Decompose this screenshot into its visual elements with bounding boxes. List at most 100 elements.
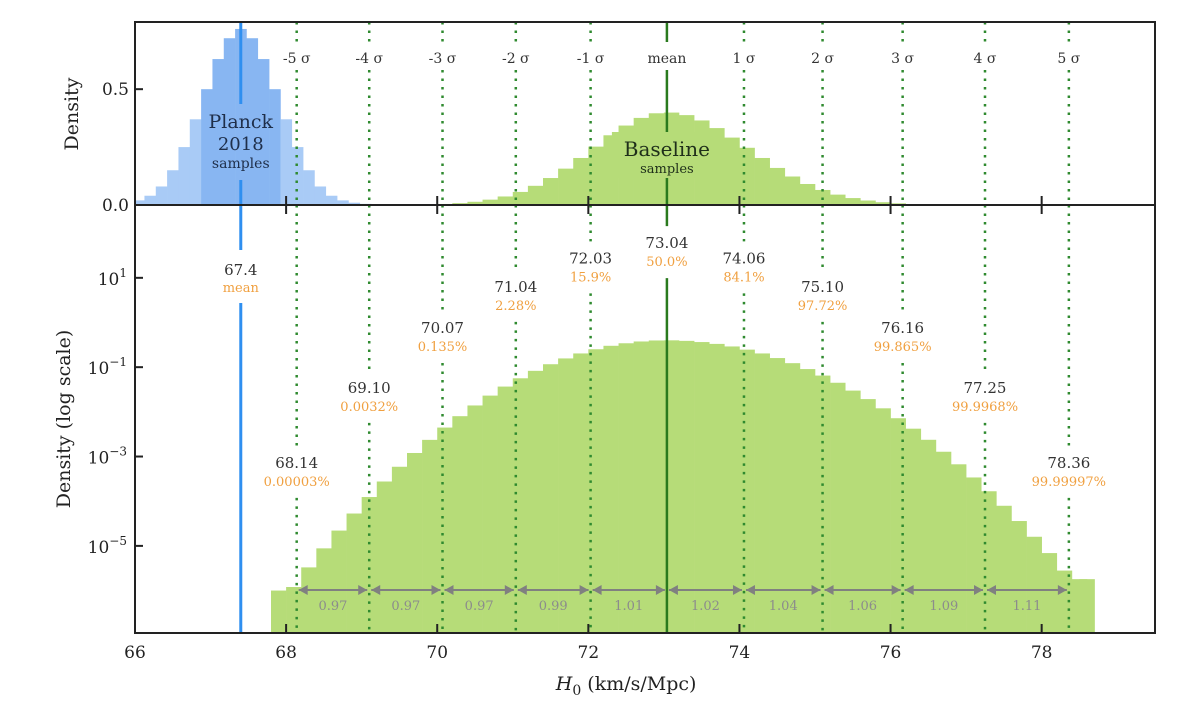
baseline-hist-bar [271,590,287,633]
baseline-hist-bar-top [799,183,816,205]
planck-hist-bar [291,147,304,205]
tick-exponent: −1 [109,355,127,369]
baseline-hist-bar [784,363,801,633]
sigma-label: -5 σ [283,51,311,67]
sigma-percentile-label: 97.72% [798,299,848,314]
planck-hist-bar [257,59,270,205]
sigma-percentile-label: 15.9% [570,270,611,285]
baseline-hist-bar-top [815,189,831,205]
arrow-head-left [444,585,454,595]
interval-width-label: 0.99 [539,599,568,614]
planck-label: 2018 [218,134,264,155]
x-axis-label-symbol: H [555,673,573,695]
top-panel-plot [135,28,1095,205]
planck-hist-bar [201,89,213,205]
arrow-head-right [974,585,983,595]
arrow-head-left [298,585,308,595]
arrow-head-left [668,585,678,595]
baseline-hist-bar-top [754,157,770,205]
baseline-label: samples [640,162,694,177]
baseline-hist-bar-top [512,191,529,205]
tick-exponent: −3 [109,445,127,459]
y-tick-label: 10−3 [88,445,127,469]
sigma-label: -3 σ [429,51,457,67]
planck-hist-bar [325,195,338,205]
baseline-hist-bar-top [467,201,483,205]
interval-width-label: 1.09 [929,599,958,614]
baseline-hist-bar [301,567,317,633]
planck-hist-bar [269,89,281,205]
baseline-hist-bar [996,505,1012,633]
planck-mean-label: mean [223,281,260,296]
baseline-hist-bar-top [784,176,801,205]
sigma-label: 2 σ [811,51,834,67]
arrow-head-right [891,585,901,595]
interval-width-label: 0.97 [465,599,494,614]
baseline-hist-bar [1011,521,1027,633]
baseline-hist-bar-top [588,146,604,205]
sigma-percentile-label: 0.00003% [264,475,330,490]
sigma-percentile-label: 2.28% [495,299,536,314]
arrow-head-left [745,585,755,595]
baseline-hist-bar-top [875,202,891,205]
baseline-hist-bar [573,353,589,633]
baseline-hist-bar [890,418,906,633]
planck-mean-value: 67.4 [224,261,257,279]
interval-width-label: 1.02 [691,599,720,614]
baseline-hist-bar [724,346,740,633]
baseline-hist-bar-top [724,137,740,205]
arrow-head-left [517,585,527,595]
arrow-head-right [1057,585,1067,595]
interval-width-label: 1.04 [769,599,798,614]
planck-hist-bar [348,202,361,205]
baseline-hist-bar-top [573,157,589,205]
tick-base: 10 [98,270,120,290]
tick-base: 10 [88,449,110,469]
baseline-hist-bar-top [558,168,574,205]
baseline-label: Baseline [624,137,710,161]
tick-exponent: −5 [109,534,127,548]
x-tick-label: 74 [729,643,751,663]
baseline-hist-bar-top [845,198,861,205]
interval-width-label: 0.97 [318,599,347,614]
arrow-head-right [811,585,821,595]
planck-hist-bar [189,119,202,205]
sigma-value-label: 73.04 [645,234,688,252]
tick-exponent: 1 [119,266,127,280]
planck-hist-bar [235,28,247,205]
baseline-hist-bar [769,358,786,633]
sigma-percentile-label: 99.9968% [952,400,1018,415]
sigma-percentile-label: 84.1% [723,270,764,285]
planck-hist-bar [135,200,145,205]
planck-hist-bar [167,170,179,205]
planck-hist-bar [155,186,168,205]
sigma-value-label: 74.06 [723,249,766,267]
baseline-hist-bar [830,382,846,633]
sigma-value-label: 71.04 [494,278,537,296]
baseline-hist-bar [966,477,982,633]
sigma-percentile-label: 0.135% [418,340,468,355]
baseline-hist-bar [618,343,634,633]
baseline-label-bg [611,132,722,178]
y-tick-label: 0.5 [102,80,129,100]
arrow-head-right [732,585,742,595]
x-tick-label: 76 [880,643,902,663]
baseline-hist-bar-top [769,167,786,205]
baseline-hist-bar [920,439,937,633]
baseline-hist-bar [935,451,952,633]
interval-width-label: 1.01 [614,599,643,614]
sigma-value-label: 68.14 [275,454,318,472]
baseline-hist-bar [694,342,710,633]
planck-hist-bar [314,186,327,205]
arrow-head-right [431,585,441,595]
sigma-label: -1 σ [577,51,605,67]
baseline-hist-bar-top [543,178,559,205]
baseline-hist-bar [754,353,770,633]
interval-width-label: 1.06 [848,599,877,614]
baseline-hist-bar [558,358,574,633]
planck-hist-bar [223,38,236,205]
sigma-percentile-label: 0.0032% [340,400,398,415]
baseline-hist-bar-top [860,200,876,205]
baseline-hist-bar [286,587,302,633]
